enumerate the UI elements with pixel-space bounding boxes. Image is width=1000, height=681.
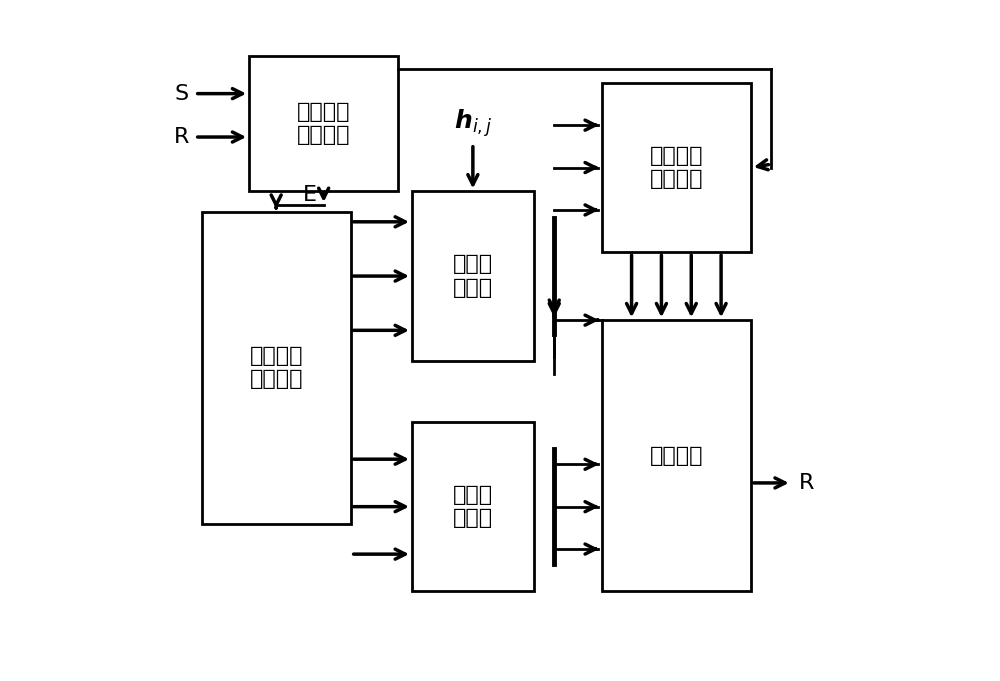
Text: $\boldsymbol{h}_{i,j}$: $\boldsymbol{h}_{i,j}$ — [454, 108, 492, 140]
FancyBboxPatch shape — [202, 212, 351, 524]
Text: 乘法单元: 乘法单元 — [650, 446, 703, 466]
FancyBboxPatch shape — [412, 422, 534, 591]
Text: 符号操
作单元: 符号操 作单元 — [453, 255, 493, 298]
Text: 符号幅值
分离单元: 符号幅值 分离单元 — [249, 346, 303, 390]
Text: E: E — [303, 185, 317, 205]
Text: S: S — [174, 84, 188, 104]
Text: 幅值操
作单元: 幅值操 作单元 — [453, 485, 493, 528]
Text: R: R — [798, 473, 814, 493]
Text: R: R — [174, 127, 189, 147]
Text: 外部信息
获取单元: 外部信息 获取单元 — [297, 102, 350, 145]
FancyBboxPatch shape — [602, 83, 751, 253]
FancyBboxPatch shape — [602, 320, 751, 591]
FancyBboxPatch shape — [412, 191, 534, 361]
Text: 加权因子
获取单元: 加权因子 获取单元 — [650, 146, 703, 189]
FancyBboxPatch shape — [249, 56, 398, 191]
